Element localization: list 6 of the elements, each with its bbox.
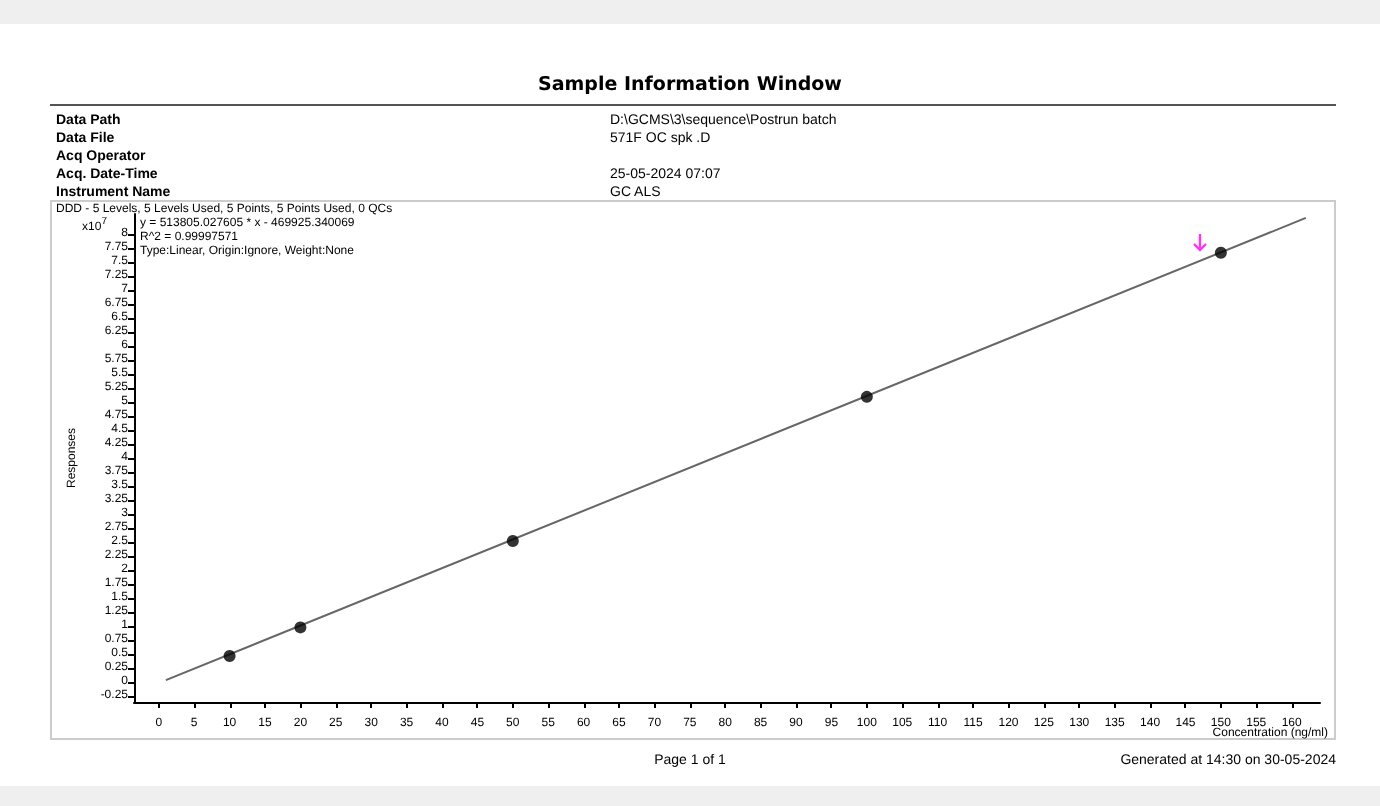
chart-title: Sample Information Window — [536, 74, 844, 96]
point — [860, 390, 873, 403]
point — [294, 621, 307, 634]
point — [1214, 246, 1227, 259]
point — [223, 650, 236, 662]
point — [506, 535, 519, 548]
